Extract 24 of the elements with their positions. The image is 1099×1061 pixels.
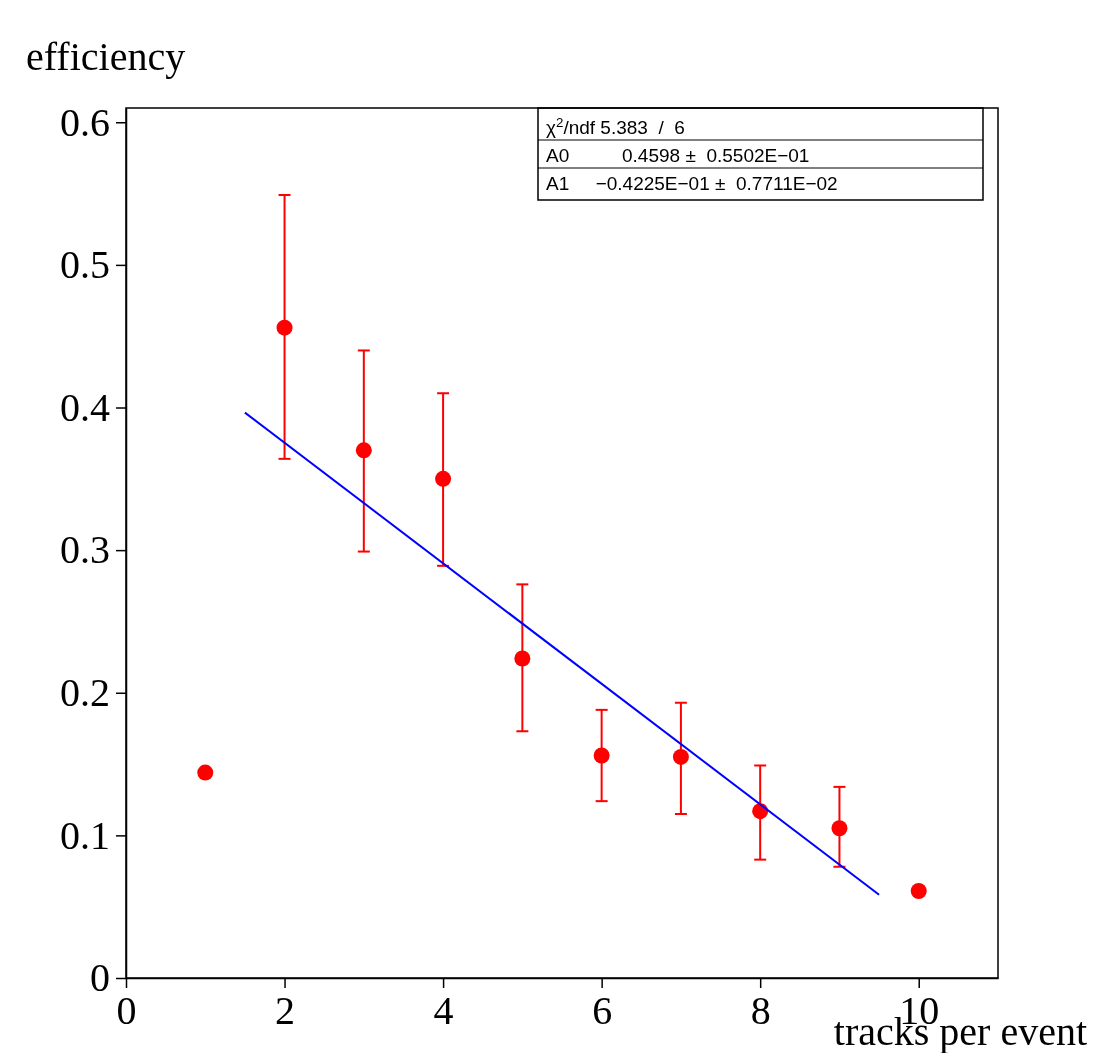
x-tick-label: 2 — [275, 988, 296, 1033]
point — [910, 883, 927, 899]
point — [435, 470, 452, 487]
annotation: χ$^{2}$/ndf 5.383 / 6 — [546, 114, 685, 138]
y-tick-label: 0.5 — [60, 242, 110, 288]
point — [672, 748, 689, 765]
point — [197, 764, 214, 781]
x-tick-label: 8 — [750, 988, 771, 1033]
y-tick-label: 0.1 — [60, 812, 110, 858]
point — [514, 650, 531, 667]
y-tick-label: 0 — [90, 955, 110, 1001]
y-tick-label: 0.4 — [60, 384, 110, 430]
annotation: A0 0.4598 ± 0.5502E−01 — [546, 145, 810, 166]
annotation: A1 −0.4225E−01 ± 0.7711E−02 — [546, 173, 838, 194]
y-axis-title: efficiency — [26, 34, 186, 79]
y-tick-label: 0.2 — [60, 670, 110, 716]
point — [276, 319, 293, 336]
y-tick-label: 0.6 — [60, 99, 110, 145]
point — [593, 747, 610, 764]
x-tick-label: 6 — [592, 988, 613, 1033]
point — [355, 442, 372, 459]
point — [831, 820, 848, 837]
y-tick-label: 0.3 — [60, 527, 110, 573]
x-tick-label: 4 — [433, 988, 454, 1033]
